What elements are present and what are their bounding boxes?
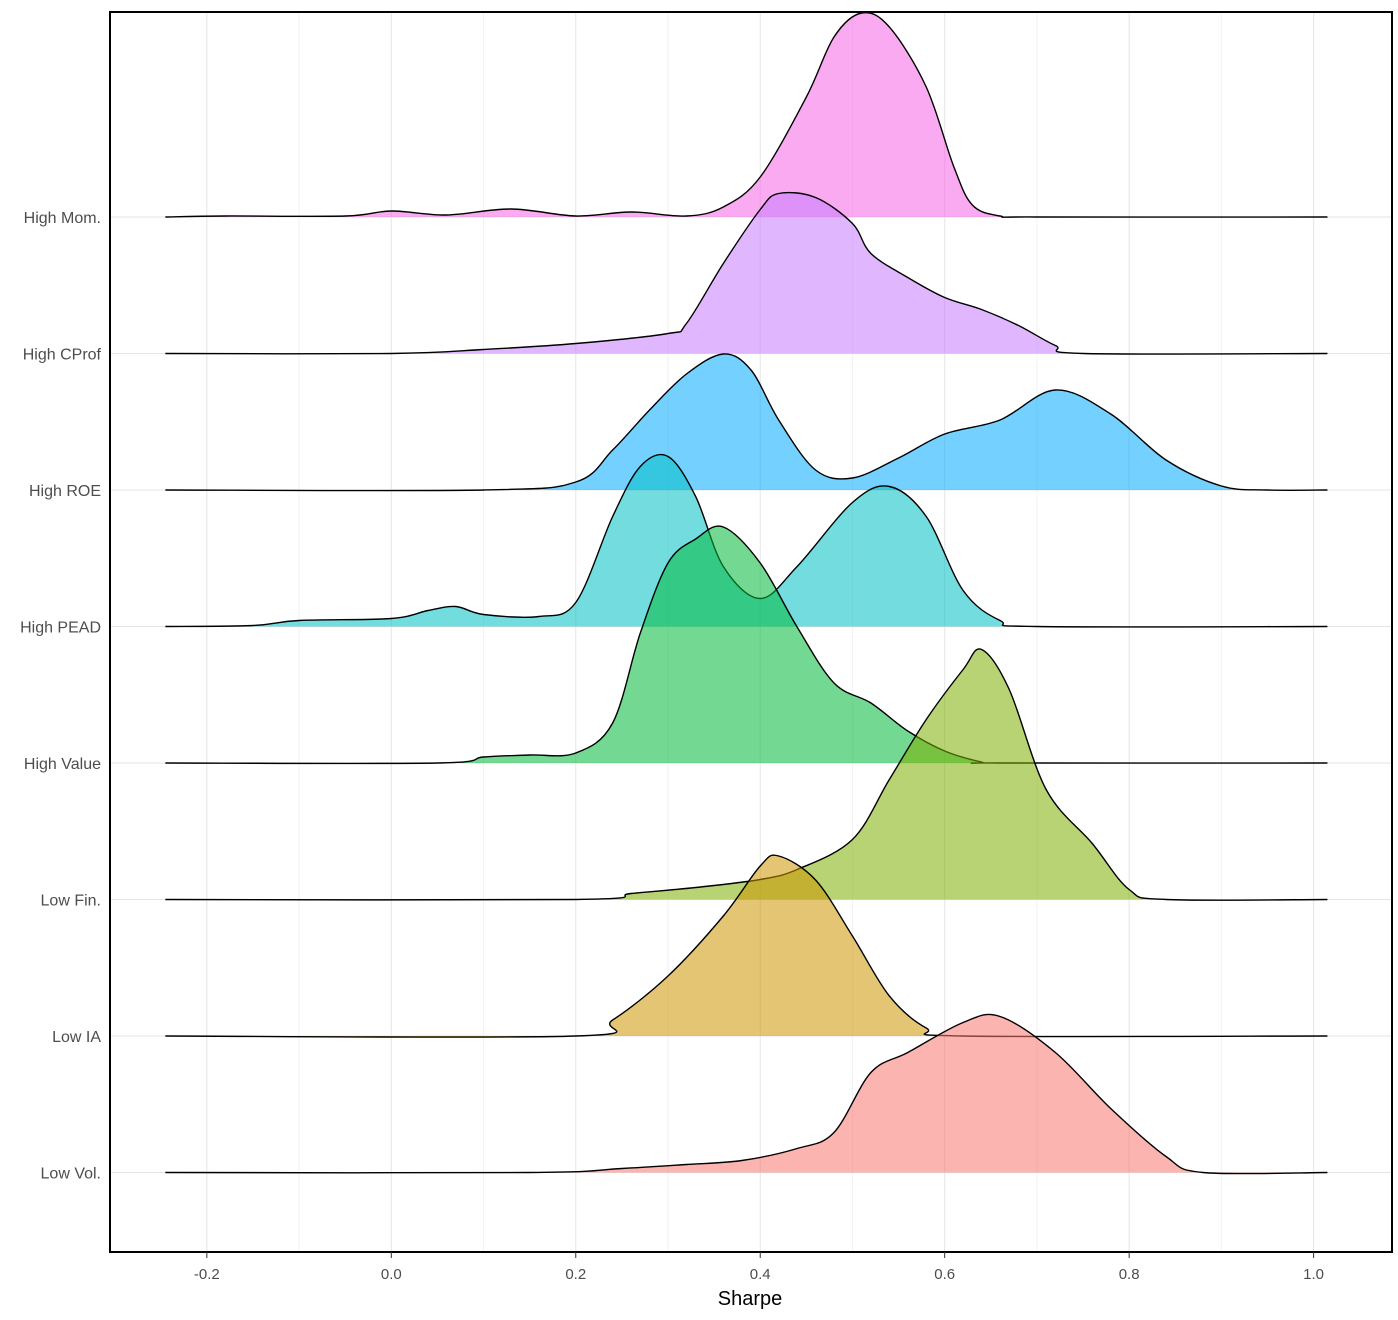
- category-label: Low Vol.: [41, 1166, 101, 1183]
- ridge-fill: [165, 855, 1328, 1038]
- ridge-outline: [165, 854, 1328, 1038]
- ridge-high-cprof: [165, 191, 1328, 355]
- x-tick-label: 0.0: [381, 1266, 402, 1283]
- x-axis-ticks: -0.2 0.0 0.2 0.4 0.6 0.8 1.0: [194, 1252, 1324, 1283]
- ridge-outline: [165, 11, 1328, 218]
- ridge-high-pead: [165, 453, 1328, 628]
- x-tick-label: 0.8: [1119, 1266, 1140, 1283]
- plot-border: [109, 11, 1393, 1253]
- ridge-fill: [165, 353, 1328, 491]
- ridge-outline: [165, 648, 1328, 901]
- category-label: High Mom.: [24, 210, 101, 227]
- ridge-fill: [165, 648, 1328, 901]
- x-tick-label: 1.0: [1303, 1266, 1324, 1283]
- category-labels: High Mom. High CProf High ROE High PEAD High…: [20, 210, 101, 1183]
- x-tick-label: -0.2: [194, 1266, 220, 1283]
- ridge-high-mom: [165, 11, 1328, 218]
- ridges: [165, 11, 1328, 1175]
- category-label: High PEAD: [20, 620, 101, 637]
- ridge-low-ia: [165, 854, 1328, 1038]
- ridge-fill: [165, 192, 1328, 355]
- x-tick-label: 0.2: [565, 1266, 586, 1283]
- category-label: High Value: [24, 756, 101, 773]
- ridge-fill: [165, 526, 1328, 764]
- ridge-high-roe: [165, 353, 1328, 492]
- ridge-outline: [165, 1013, 1328, 1175]
- category-label: High CProf: [23, 347, 102, 364]
- category-label: Low IA: [52, 1029, 101, 1046]
- ridge-low-vol: [165, 1013, 1328, 1175]
- x-tick-label: 0.6: [934, 1266, 955, 1283]
- category-label: High ROE: [29, 483, 101, 500]
- ridge-outline: [165, 353, 1328, 492]
- x-tick-label: 0.4: [750, 1266, 771, 1283]
- ridge-outline: [165, 191, 1328, 355]
- ridge-fill: [165, 1014, 1328, 1174]
- category-label: Low Fin.: [41, 893, 101, 910]
- ridge-low-fin: [165, 648, 1328, 901]
- ridge-outline: [165, 453, 1328, 628]
- x-axis-title: Sharpe: [718, 1288, 783, 1310]
